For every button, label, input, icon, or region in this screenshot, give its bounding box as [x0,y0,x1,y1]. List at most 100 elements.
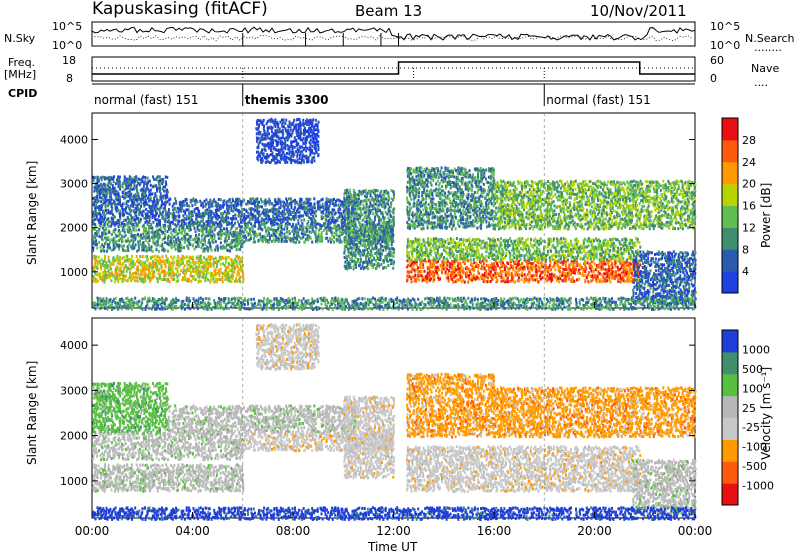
power-cell [215,201,217,204]
power-cell [393,196,395,199]
power-cell [119,277,121,280]
power-cell [123,256,125,259]
power-cell [392,267,394,270]
power-cell [95,239,97,242]
power-cell [93,190,95,193]
power-cell [297,161,299,164]
power-cell [178,211,180,214]
power-cell [293,119,295,122]
power-cell [321,231,323,234]
power-cell [283,228,285,231]
power-cell [277,123,279,126]
power-cell [281,232,283,235]
power-cell [267,160,269,163]
power-cell [159,234,161,237]
power-cell [214,249,216,252]
power-cell [151,227,153,230]
power-cell [130,230,132,233]
power-cell [414,269,416,272]
power-cell [175,210,177,213]
power-cell [258,227,260,230]
power-cell [226,239,228,242]
power-cell [108,176,110,179]
power-cell [380,218,382,221]
power-cell [365,189,367,192]
power-cell [130,209,132,212]
power-cell [378,216,380,219]
power-cell [191,213,193,216]
power-cell [608,268,610,271]
power-cell [348,255,350,258]
power-cell [186,233,188,236]
power-cell [190,238,192,241]
power-cell [200,258,202,261]
power-cell [258,221,260,224]
power-cell [467,281,469,284]
power-cell [385,238,387,241]
power-cell [446,268,448,271]
power-cell [100,213,102,216]
power-cell [161,278,163,281]
power-cell [145,245,147,248]
power-cell [347,242,349,245]
power-cell [297,148,299,151]
power-cell [257,151,259,154]
power-cell [138,203,140,206]
power-cell [202,243,204,246]
power-cell [592,274,594,277]
power-cell [307,220,309,223]
power-cell [214,261,216,264]
power-cell [329,237,331,240]
power-cell [615,270,617,273]
power-cell [200,280,202,283]
power-cell [358,190,360,193]
power-cell [127,237,129,240]
power-cell [107,264,109,267]
power-cell [357,217,359,220]
power-cell [372,224,374,227]
power-cell [139,277,141,280]
power-cell [379,235,381,238]
power-cell [348,227,350,230]
power-cell [392,199,394,202]
power-cell [279,151,281,154]
power-cell [202,206,204,209]
power-cell [313,230,315,233]
power-cell [374,224,376,227]
power-cell [160,213,162,216]
power-cell [379,201,381,204]
power-cell [385,198,387,201]
power-cell [331,231,333,234]
power-cell [460,265,462,268]
power-cell [182,200,184,203]
power-cell [195,266,197,269]
power-cell [212,274,214,277]
power-cell [281,235,283,238]
power-cell [500,264,502,267]
power-cell [118,225,120,228]
power-cell [139,255,141,258]
power-cell [159,179,161,182]
power-cell [308,216,310,219]
power-cell [123,202,125,205]
power-cell [138,228,140,231]
power-cell [124,189,126,192]
power-cell [262,137,264,140]
power-cell [301,198,303,201]
power-cell [455,269,457,272]
power-cell [142,198,144,201]
nsky-label: N.Sky [4,32,36,45]
freq-tick-high: 18 [62,54,76,67]
power-cell [286,200,288,203]
power-cell [525,276,527,279]
power-cell [130,221,132,224]
power-cell [576,278,578,281]
power-cell [241,260,243,263]
power-cell [179,258,181,261]
power-cell [119,180,121,183]
power-cell [194,203,196,206]
power-cell [421,270,423,273]
power-cell [112,213,114,216]
power-cell [389,247,391,250]
power-cell [204,200,206,203]
